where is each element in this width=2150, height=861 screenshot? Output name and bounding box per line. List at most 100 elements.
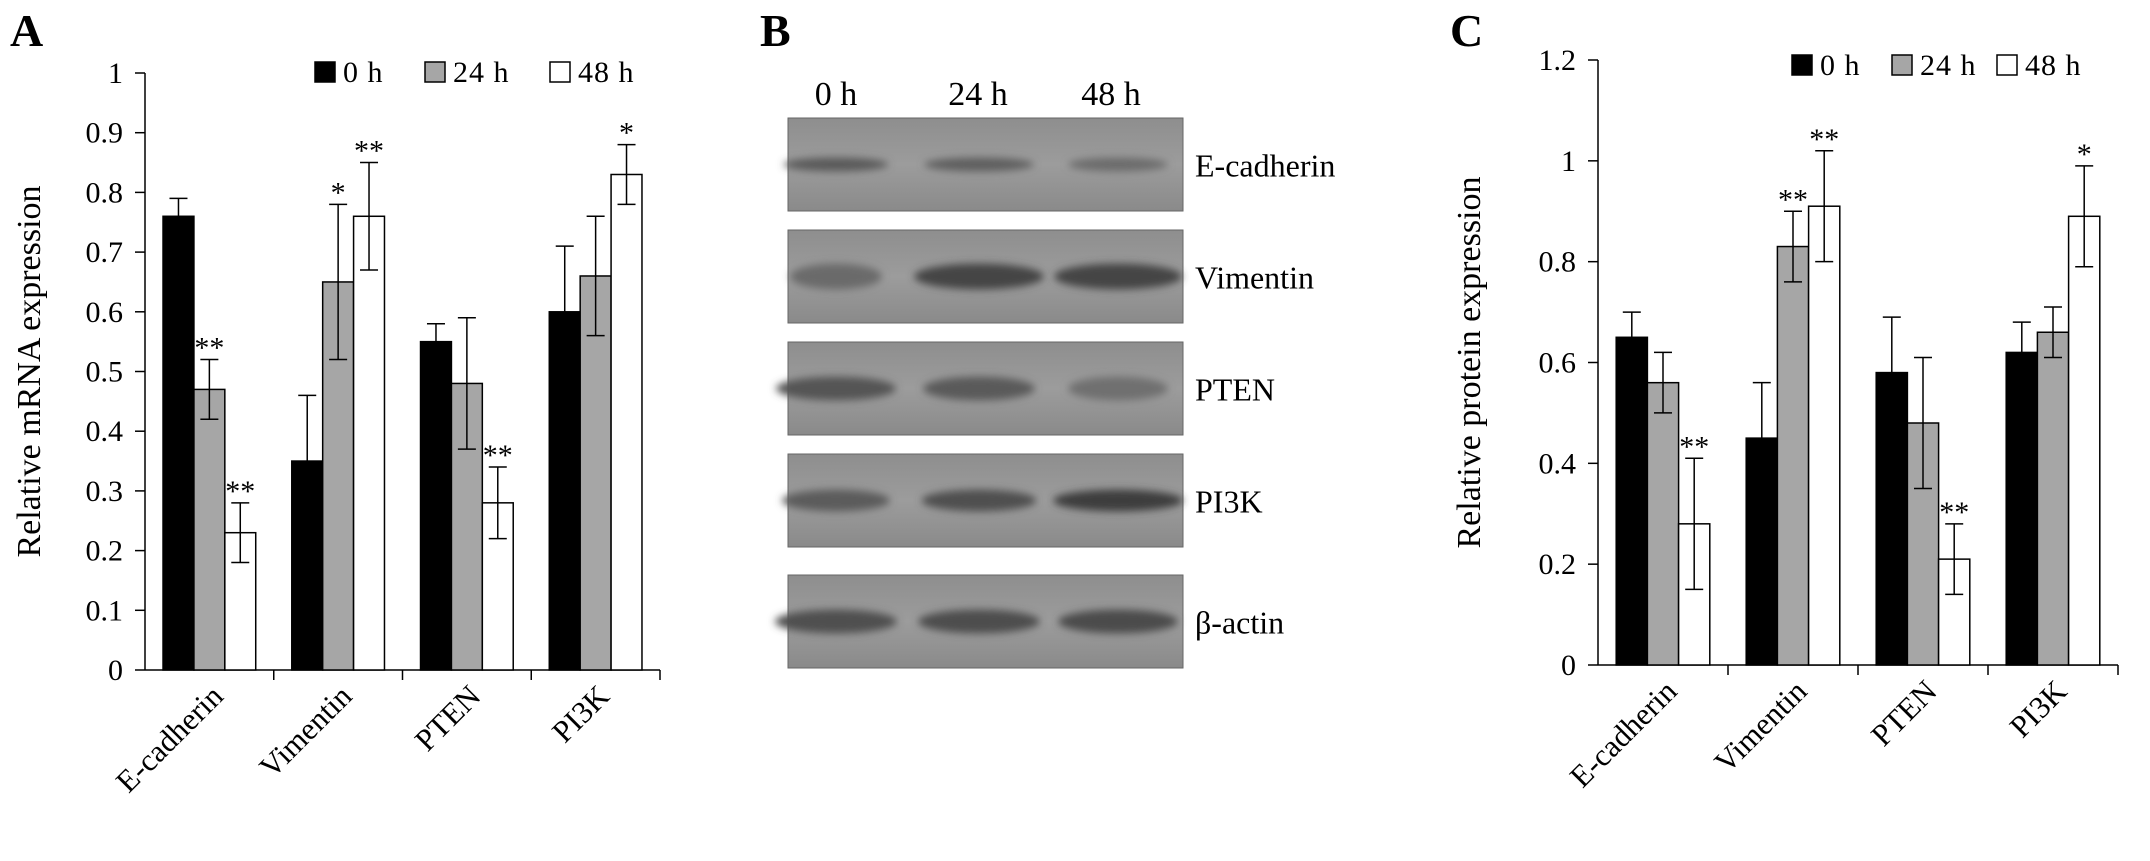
c-significance-mark: **	[1778, 183, 1808, 216]
panel-c: C 0 0.2 0.4 0.6 0.8 1 1.2 Relative protein expr…	[1440, 0, 2150, 856]
a-y-tick-label: 0	[108, 654, 123, 687]
c-bar	[1776, 245, 1810, 666]
c-bar	[1807, 205, 1841, 666]
a-y-tick-label: 0.2	[86, 535, 124, 568]
a-y-tick-label: 0.6	[86, 296, 124, 329]
blot-band	[923, 376, 1035, 401]
c-y-tick-label: 0.2	[1539, 548, 1577, 581]
a-bar	[162, 215, 195, 671]
c-significance-mark: **	[1809, 123, 1839, 156]
panel-letter-c: C	[1450, 5, 1483, 56]
c-legend-swatch	[1791, 54, 1813, 76]
c-bar	[1875, 371, 1909, 666]
a-legend-swatch	[424, 61, 446, 83]
a-category-label: E-cadherin	[109, 678, 230, 799]
c-y-axis-title: Relative protein expression	[1451, 176, 1488, 548]
a-legend-swatch	[314, 61, 336, 83]
a-legend-swatch	[549, 61, 571, 83]
blot-band	[782, 489, 890, 512]
a-legend-label: 0 h	[343, 56, 384, 89]
panel-b: B 0 h 24 h 48 h E-cadherin Vimentin PTEN PI3K…	[760, 0, 1400, 856]
blot-band	[1068, 376, 1168, 401]
blot-rows: E-cadherin Vimentin PTEN PI3K β-actin	[775, 117, 1335, 669]
a-significance-mark: **	[225, 475, 255, 508]
a-significance-mark: **	[354, 135, 384, 168]
blot-band	[924, 157, 1034, 172]
blot-label: β-actin	[1195, 605, 1284, 641]
a-significance-mark: **	[483, 439, 513, 472]
a-y-tick-label: 0.9	[86, 117, 124, 150]
blot-label: PI3K	[1195, 484, 1263, 520]
blot-band	[1058, 609, 1178, 634]
a-y-tick-label: 0.4	[86, 415, 124, 448]
a-y-tick-label: 0.3	[86, 475, 124, 508]
blot-band	[775, 609, 897, 634]
a-bar	[193, 388, 226, 671]
chart-c-svg: C 0 0.2 0.4 0.6 0.8 1 1.2 Relative protein expr…	[1450, 5, 2119, 794]
blot-label: E-cadherin	[1195, 148, 1335, 184]
c-legend-swatch	[1996, 54, 2018, 76]
a-bar	[610, 173, 643, 671]
blot-band	[1068, 157, 1168, 172]
a-legend-label: 48 h	[578, 56, 635, 89]
lane-label: 24 h	[948, 76, 1008, 113]
c-legend-label: 48 h	[2025, 49, 2082, 82]
c-legend-swatch	[1891, 54, 1913, 76]
a-legend-label: 24 h	[453, 56, 510, 89]
blot-band	[914, 263, 1044, 290]
a-significance-mark: *	[331, 176, 346, 209]
a-y-tick-label: 0.7	[86, 236, 124, 269]
blot-band	[790, 263, 882, 290]
c-bar	[2005, 351, 2039, 666]
a-bar	[291, 460, 324, 671]
a-category-label: PI3K	[545, 678, 616, 749]
lane-label: 0 h	[815, 76, 858, 113]
c-bar	[1646, 381, 1680, 666]
a-bar	[548, 311, 581, 671]
c-category-label: E-cadherin	[1563, 673, 1684, 794]
c-significance-mark: *	[2077, 138, 2092, 171]
panel-a: A 0 0.1 0.2 0.3 0.4 0.5 0.6 0.7 0.8 0.9 1 Relative …	[0, 0, 700, 856]
c-bar	[2036, 331, 2070, 666]
c-y-tick-label: 0.4	[1539, 447, 1577, 480]
blot-band	[1054, 263, 1182, 290]
panel-letter-a: A	[10, 5, 43, 56]
c-legend-label: 0 h	[1820, 49, 1861, 82]
c-significance-mark: **	[1679, 430, 1709, 463]
c-bar	[1745, 437, 1779, 666]
c-significance-mark: **	[1939, 496, 1969, 529]
blot-band	[921, 489, 1037, 512]
lane-labels: 0 h 24 h 48 h	[815, 76, 1141, 113]
blot-label: Vimentin	[1195, 260, 1314, 296]
c-bar	[1615, 336, 1649, 666]
c-category-label: PI3K	[2003, 673, 2074, 744]
a-y-axis-title: Relative mRNA expression	[11, 185, 48, 557]
blot-band	[1053, 489, 1183, 512]
chart-a-svg: A 0 0.1 0.2 0.3 0.4 0.5 0.6 0.7 0.8 0.9 1 Relative …	[10, 5, 661, 799]
c-category-label: PTEN	[1864, 673, 1944, 753]
blot-band	[776, 376, 896, 401]
a-significance-mark: *	[619, 117, 634, 150]
a-category-label: Vimentin	[252, 678, 359, 785]
blot-band	[783, 157, 889, 172]
c-y-tick-label: 1	[1561, 145, 1576, 178]
a-y-tick-label: 0.5	[86, 356, 124, 389]
western-blot: B 0 h 24 h 48 h E-cadherin Vimentin PTEN PI3K…	[760, 5, 1335, 669]
c-y-tick-label: 0.6	[1539, 347, 1577, 380]
a-bar	[419, 340, 453, 671]
panel-letter-b: B	[760, 5, 791, 56]
lane-label: 48 h	[1081, 76, 1141, 113]
c-y-tick-label: 0	[1561, 649, 1576, 682]
a-category-label: PTEN	[408, 678, 488, 758]
c-legend-label: 24 h	[1920, 49, 1977, 82]
c-bar	[2067, 215, 2101, 666]
blot-label: PTEN	[1195, 372, 1275, 408]
c-y-tick-label: 0.8	[1539, 246, 1577, 279]
c-category-label: Vimentin	[1707, 673, 1814, 780]
a-y-tick-label: 0.8	[86, 176, 124, 209]
a-y-tick-label: 1	[108, 57, 123, 90]
a-bar	[352, 215, 386, 671]
blot-band	[918, 609, 1040, 634]
c-y-tick-label: 1.2	[1539, 44, 1577, 77]
a-significance-mark: **	[194, 332, 224, 365]
